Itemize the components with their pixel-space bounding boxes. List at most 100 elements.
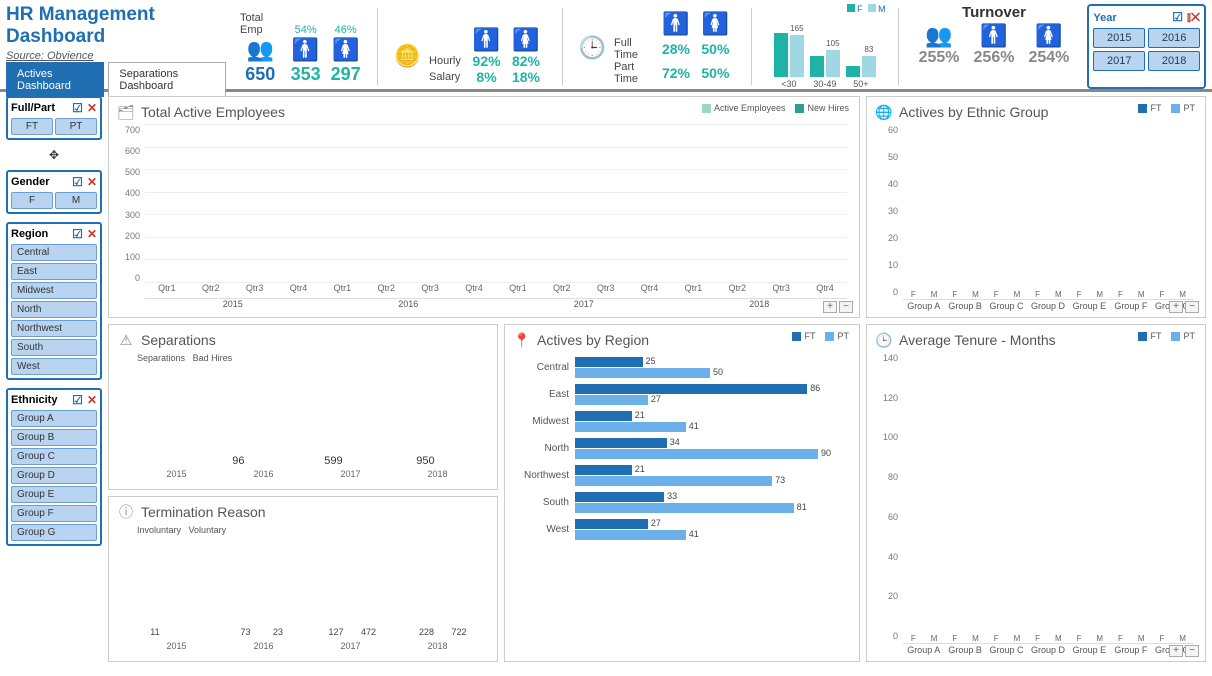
kpi-row-label: Part Time: [614, 61, 656, 85]
multiselect-icon[interactable]: ☑: [72, 393, 83, 407]
region-bar-pt: 90: [575, 449, 818, 459]
clear-filter-icon[interactable]: ✕: [87, 227, 97, 241]
warning-icon: ⚠: [117, 331, 135, 349]
zoom-controls: +−: [823, 301, 853, 313]
region-bar-pt: 41: [575, 422, 686, 432]
region-bar-ft: 34: [575, 438, 667, 448]
kpi-male-pct: 54%: [295, 24, 317, 36]
zoom-out-icon[interactable]: −: [1185, 301, 1199, 313]
slicer-item[interactable]: Group F: [11, 505, 97, 522]
slicer-item[interactable]: PT: [55, 118, 97, 135]
slicer-item[interactable]: South: [11, 339, 97, 356]
zoom-in-icon[interactable]: +: [1169, 301, 1183, 313]
slicer-item[interactable]: East: [11, 263, 97, 280]
pin-icon: 📍: [513, 331, 531, 349]
age-group: 448350+: [846, 31, 876, 89]
slicer-title: Full/Part: [11, 102, 55, 114]
multiselect-icon[interactable]: ☑: [1172, 10, 1183, 25]
source-label: Source: Obvience: [6, 50, 226, 62]
sep-legend: Separations Bad Hires: [137, 353, 489, 363]
slicer-title: Gender: [11, 176, 50, 188]
year-button[interactable]: 2015: [1093, 28, 1145, 48]
turnover-f: 254%: [1028, 49, 1069, 67]
region-bar-ft: 25: [575, 357, 643, 367]
kpi-paytype: 🪙🚹🚺Hourly92%82%Salary8%18%: [390, 4, 550, 89]
people-icon: 👥: [247, 37, 274, 63]
slicer-item[interactable]: Midwest: [11, 282, 97, 299]
kpi-row-label: Salary: [429, 69, 467, 85]
kpi-row-label: Full Time: [614, 37, 656, 61]
age-bar-m: 105: [826, 50, 840, 77]
multiselect-icon[interactable]: ☑: [72, 175, 83, 189]
multiselect-icon[interactable]: ☑: [72, 101, 83, 115]
tab-actives[interactable]: Actives Dashboard: [6, 62, 104, 97]
kpi-row-f: 50%: [696, 37, 735, 61]
slicer-ethnicity: Ethnicity☑✕ Group AGroup BGroup CGroup D…: [6, 388, 102, 546]
slicer-item[interactable]: Northwest: [11, 320, 97, 337]
year-button[interactable]: 2017: [1093, 51, 1145, 71]
region-bar-ft: 21: [575, 465, 632, 475]
separator: [377, 8, 378, 85]
age-group: 172165<30: [774, 31, 804, 89]
kpi-row-f: 18%: [506, 69, 545, 85]
slicer-item[interactable]: Central: [11, 244, 97, 261]
zoom-in-icon[interactable]: +: [1169, 645, 1183, 657]
tenure-legend: FTPT: [1138, 331, 1195, 341]
clear-filter-icon[interactable]: ⫾✕: [1187, 10, 1200, 25]
clear-filter-icon[interactable]: ✕: [87, 101, 97, 115]
move-icon[interactable]: ✥: [6, 148, 102, 162]
slicer-item[interactable]: M: [55, 192, 97, 209]
slicer-item[interactable]: West: [11, 358, 97, 375]
age-bar-f: 44: [846, 66, 860, 77]
slicer-item[interactable]: F: [11, 192, 53, 209]
region-row: Northwest2173: [513, 465, 845, 486]
zoom-in-icon[interactable]: +: [823, 301, 837, 313]
age-bar-f: 81: [810, 56, 824, 77]
year-button[interactable]: 2016: [1148, 28, 1200, 48]
slicer-fullpart: Full/Part ☑ ✕ FTPT: [6, 96, 102, 140]
region-row: North3490: [513, 438, 845, 459]
region-bar-ft: 33: [575, 492, 664, 502]
sep-bar: 599400: [317, 455, 389, 467]
region-row: West2741: [513, 519, 845, 540]
kpi-row-f: 82%: [506, 53, 545, 69]
clear-filter-icon[interactable]: ✕: [87, 175, 97, 189]
slicer-item[interactable]: Group C: [11, 448, 97, 465]
slicer-item[interactable]: Group B: [11, 429, 97, 446]
term-legend: Involuntary Voluntary: [137, 525, 489, 535]
kpi-total: Total Emp👥650 54%🚹353 46%🚺297: [236, 4, 365, 89]
age-bar-m: 165: [790, 35, 804, 77]
card-icon: 🗂: [117, 103, 135, 121]
zoom-out-icon[interactable]: −: [839, 301, 853, 313]
zoom-controls: +−: [1169, 645, 1199, 657]
slicer-item[interactable]: North: [11, 301, 97, 318]
kpi-female-pct: 46%: [335, 24, 357, 36]
multiselect-icon[interactable]: ☑: [72, 227, 83, 241]
panel-title-text: Separations: [141, 332, 216, 348]
people-icon: 👥: [925, 23, 952, 49]
region-row: East8627: [513, 384, 845, 405]
slicer-item[interactable]: FT: [11, 118, 53, 135]
kpi-row-m: 28%: [656, 37, 695, 61]
panel-title-text: Actives by Ethnic Group: [899, 104, 1048, 120]
slicer-gender: Gender ☑ ✕ FM: [6, 170, 102, 214]
panel-region: 📍Actives by Region FTPT Central2550East8…: [504, 324, 860, 662]
year-button[interactable]: 2018: [1148, 51, 1200, 71]
panel-title-text: Termination Reason: [141, 504, 266, 520]
clear-filter-icon[interactable]: ✕: [87, 393, 97, 407]
slicer-item[interactable]: Group A: [11, 410, 97, 427]
region-row: South3381: [513, 492, 845, 513]
kpi-row-m: 8%: [467, 69, 506, 85]
main-area: Full/Part☑✕ FTPT ✥ Gender☑✕ FM Region☑✕ …: [0, 92, 1212, 666]
slicer-item[interactable]: Group G: [11, 524, 97, 541]
slicer-item[interactable]: Group E: [11, 486, 97, 503]
kpi-timetype: 🕒🚹🚺Full Time28%50%Part Time72%50%: [575, 4, 740, 89]
age-bar-f: 172: [774, 33, 788, 77]
turnover-all: 255%: [919, 49, 960, 67]
tab-separations[interactable]: Separations Dashboard: [108, 62, 226, 97]
slicer-item[interactable]: Group D: [11, 467, 97, 484]
region-bar-ft: 86: [575, 384, 807, 394]
zoom-out-icon[interactable]: −: [1185, 645, 1199, 657]
tab-row: Actives Dashboard Separations Dashboard: [6, 62, 226, 97]
age-mini-chart: F M 172165<308110530-49448350+: [764, 4, 886, 89]
